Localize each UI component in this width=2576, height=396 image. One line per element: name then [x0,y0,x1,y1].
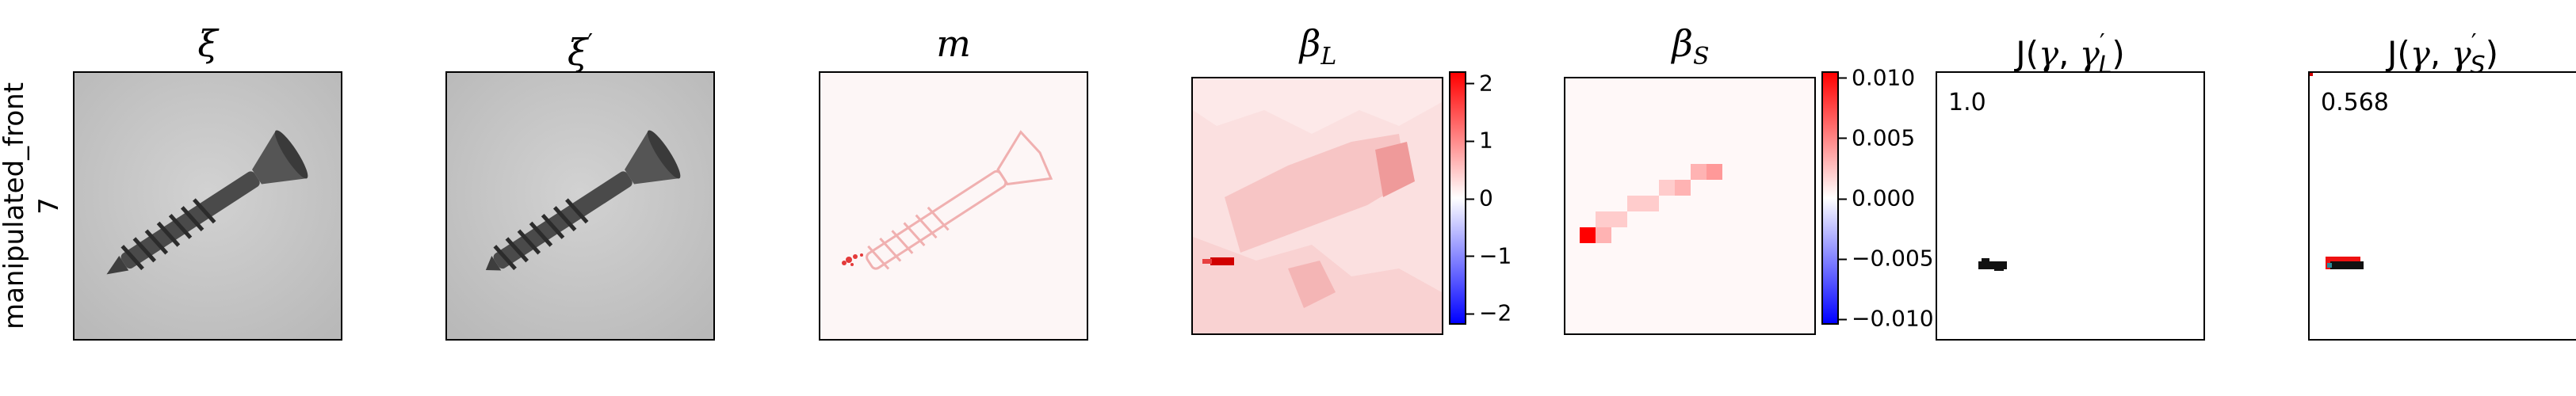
beta-s-heatmap [1565,78,1814,333]
title-j-s-g2sup: ′ [2471,29,2477,57]
title-xi: ξ [73,17,342,70]
j-l-overlay [1978,258,2007,271]
title-beta-s: βS [1564,17,1817,70]
panel-m-mask [819,71,1088,341]
title-j-l-g2sup: ′ [2099,29,2105,57]
title-j-s-prefix: J( [2387,34,2410,73]
beta-s-tick-label: 0.010 [1838,64,1916,91]
panel-j-s: 0.568 [2308,71,2576,341]
beta-s-cell [1675,180,1691,196]
beta-s-colorbar [1821,71,1839,325]
beta-s-cell [1691,164,1707,180]
title-beta-l-symbol: β [1299,22,1321,65]
mask-image [820,73,1087,339]
title-j-l-prefix: J( [2016,34,2039,73]
title-j-l-sep: , [2058,34,2080,73]
beta-l-heatmap [1193,78,1442,333]
beta-s-cell [1627,196,1643,211]
title-beta-l-sub: L [1320,43,1337,70]
beta-s-cell [1707,164,1722,180]
screw-image [75,73,341,339]
beta-l-tick-label: 0 [1466,185,1493,211]
panel-xi-prime-image [445,71,715,341]
beta-s-cell [1643,196,1659,211]
j-s-overlay [2310,73,2364,269]
title-beta-l: βL [1191,17,1445,70]
beta-s-cell [1596,227,1611,243]
title-xi-prime-symbol: ξ [567,31,588,74]
title-j-l-g1: γ [2038,34,2059,73]
beta-s-tick-label: −0.010 [1839,305,1934,332]
title-j-s-suffix: ) [2485,34,2498,73]
title-j-l-suffix: ) [2112,34,2125,73]
j-l-blob [1978,261,2007,269]
beta-s-tick-label: 0.000 [1838,185,1916,211]
title-m-symbol: m [936,22,971,65]
beta-l-tick-label: −2 [1466,299,1512,326]
row-label-line2: 7 [33,197,65,215]
beta-l-tick-label: 2 [1466,70,1493,97]
title-j-s-g2: γ [2451,34,2471,73]
beta-s-cell [1580,227,1596,243]
title-xi-prime-sup: ′ [587,29,594,57]
title-xi-symbol: ξ [197,22,218,65]
beta-s-cell [1596,211,1611,227]
j-s-blob [2330,261,2364,269]
beta-s-cell [1659,180,1675,196]
row-label: manipulated_front 7 [0,71,65,341]
beta-s-cell [1611,211,1627,227]
title-m: m [819,17,1088,70]
row-label-line1: manipulated_front [0,82,30,330]
beta-l-tick-label: −1 [1466,242,1512,269]
score-j-s: 0.568 [2321,89,2389,116]
panel-xi-image [73,71,342,341]
title-j-l-g2: γ [2079,34,2100,73]
screw-image-manipulated [447,73,713,339]
title-beta-s-sub: S [1693,43,1710,70]
score-j-l: 1.0 [1948,89,1986,116]
beta-s-tick-label: −0.005 [1839,245,1934,272]
beta-s-tick-label: 0.005 [1838,124,1916,151]
title-xi-prime: ξ′ [445,17,715,74]
title-j-s-g1: γ [2410,34,2430,73]
panel-j-l: 1.0 [1936,71,2205,341]
title-beta-s-symbol: β [1672,22,1694,65]
beta-l-colorbar [1449,71,1466,325]
panel-beta-s-map [1564,77,1816,335]
title-j-l: J(γ, γ′L) [1936,17,2205,79]
title-j-s-sep: , [2429,34,2452,73]
title-j-s: J(γ, γ′S) [2308,17,2576,79]
panel-beta-l-map [1191,77,1443,335]
beta-l-tick-label: 1 [1466,127,1493,154]
